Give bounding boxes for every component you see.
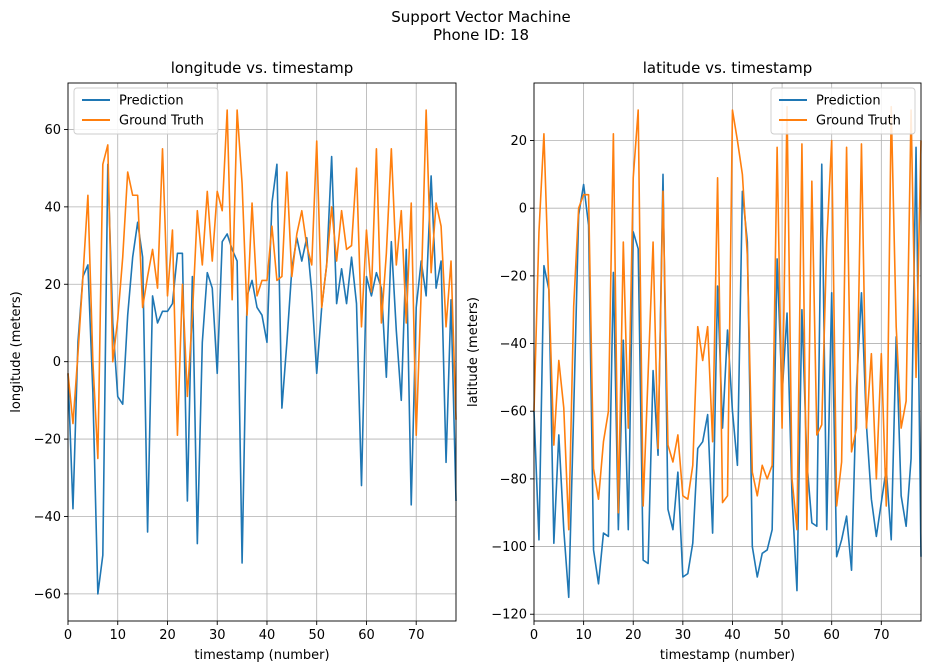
y-tick-label: −20 bbox=[500, 269, 527, 284]
x-tick-label: 30 bbox=[209, 628, 226, 643]
legend-label: Ground Truth bbox=[816, 114, 901, 129]
y-tick-label: −80 bbox=[500, 472, 527, 487]
y-tick-label: 20 bbox=[510, 134, 527, 149]
legend-label: Prediction bbox=[816, 94, 881, 109]
y-tick-label: 0 bbox=[519, 202, 527, 217]
legend-label: Prediction bbox=[119, 94, 184, 109]
x-tick-label: 0 bbox=[64, 628, 72, 643]
chart-title: latitude vs. timestamp bbox=[643, 59, 812, 77]
x-tick-label: 60 bbox=[823, 628, 840, 643]
y-tick-label: −120 bbox=[491, 608, 527, 623]
y-tick-label: −40 bbox=[500, 337, 527, 352]
legend: Prediction Ground Truth bbox=[770, 87, 916, 135]
y-axis-label: latitude (meters) bbox=[466, 297, 481, 407]
chart-title: longitude vs. timestamp bbox=[171, 59, 354, 77]
series-line-ground-truth bbox=[67, 109, 457, 460]
x-tick-label: 10 bbox=[575, 628, 592, 643]
x-axis-label: timestamp (number) bbox=[194, 648, 329, 663]
x-tick-label: 40 bbox=[259, 628, 276, 643]
series-line-ground-truth bbox=[533, 105, 922, 531]
x-tick-label: 50 bbox=[308, 628, 325, 643]
y-tick-label: −60 bbox=[34, 587, 61, 602]
x-tick-label: 70 bbox=[408, 628, 425, 643]
legend: Prediction Ground Truth bbox=[73, 87, 219, 135]
x-axis-label: timestamp (number) bbox=[660, 648, 795, 663]
y-tick-label: −20 bbox=[34, 433, 61, 448]
series-line-prediction bbox=[67, 155, 457, 595]
y-tick-label: 20 bbox=[44, 278, 61, 293]
suptitle-line2: Phone ID: 18 bbox=[433, 26, 529, 44]
x-tick-label: 0 bbox=[530, 628, 538, 643]
plot-frame bbox=[67, 82, 457, 622]
y-axis-label: longitude (meters) bbox=[9, 291, 24, 412]
x-tick-label: 10 bbox=[109, 628, 126, 643]
x-tick-label: 20 bbox=[625, 628, 642, 643]
x-tick-label: 60 bbox=[358, 628, 375, 643]
longitude-chart: 0 10 20 30 40 50 60 70 −60 −40 −20 0 20 40 60 longitude… bbox=[9, 59, 457, 663]
y-tick-label: −100 bbox=[491, 540, 527, 555]
x-tick-label: 70 bbox=[873, 628, 890, 643]
x-tick-label: 40 bbox=[724, 628, 741, 643]
legend-label: Ground Truth bbox=[119, 114, 204, 129]
y-tick-label: 0 bbox=[53, 355, 61, 370]
x-tick-label: 30 bbox=[675, 628, 692, 643]
y-tick-label: −60 bbox=[500, 405, 527, 420]
suptitle-line1: Support Vector Machine bbox=[391, 8, 570, 26]
x-tick-label: 20 bbox=[159, 628, 176, 643]
x-tick-label: 50 bbox=[774, 628, 791, 643]
y-tick-label: −40 bbox=[34, 510, 61, 525]
y-tick-label: 60 bbox=[44, 123, 61, 138]
plot-frame bbox=[533, 82, 922, 622]
latitude-chart: 0 10 20 30 40 50 60 70 −120 −100 −80 −60 −40 −20 0 20 la… bbox=[466, 59, 922, 663]
y-tick-label: 40 bbox=[44, 200, 61, 215]
